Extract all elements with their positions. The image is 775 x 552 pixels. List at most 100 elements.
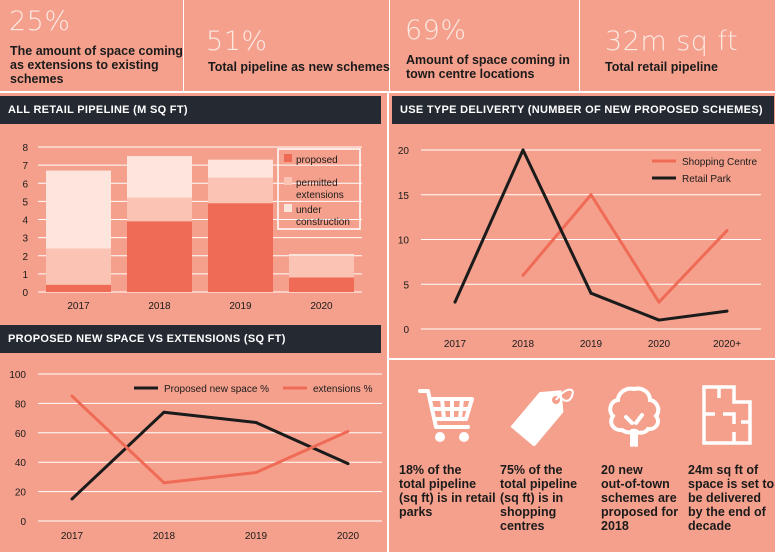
data-point [162, 481, 166, 485]
legend-label: under [296, 205, 322, 216]
decade-delivery-caption: 24m sq ft of space is set to be delivered b… [688, 463, 775, 533]
bar-proposed-2019 [208, 203, 273, 292]
y-tick-label: 1 [22, 270, 28, 281]
stat-value-new-schemes: 51% [206, 26, 268, 57]
stat-divider-2 [389, 0, 390, 91]
legend-label: Proposed new space % [164, 384, 269, 395]
y-tick-label: 5 [403, 280, 409, 291]
column-divider [387, 93, 389, 552]
y-tick-label: 20 [398, 146, 410, 157]
out-of-town-caption: 20 new out-of-town schemes are proposed for… [601, 463, 679, 533]
price-tag-icon [510, 388, 574, 446]
data-point [346, 429, 350, 433]
proposed-chart-title: PROPOSED NEW SPACE VS EXTENSIONS (SQ FT) [0, 325, 381, 353]
stat-value-extensions: 25% [9, 6, 71, 37]
bar-under-construction-2019 [208, 159, 273, 178]
bar-permitted-extensions-2018 [127, 197, 192, 222]
header-divider [0, 91, 775, 93]
data-point [521, 148, 525, 152]
data-point [453, 300, 457, 304]
y-tick-label: 0 [403, 325, 409, 336]
bar-proposed-2018 [127, 221, 192, 292]
floor-plan-icon [702, 385, 752, 445]
x-tick-label: 2019 [229, 301, 252, 312]
data-point [521, 273, 525, 277]
y-tick-label: 7 [22, 161, 28, 172]
data-point [346, 462, 350, 466]
legend-label: Shopping Centre [682, 157, 757, 168]
legend-label: construction [296, 217, 350, 228]
legend-label: Retail Park [682, 174, 732, 185]
legend-box [277, 148, 361, 230]
x-tick-label: 2020 [648, 339, 671, 350]
y-tick-label: 8 [22, 143, 28, 154]
bar-permitted-extensions-2020 [289, 255, 354, 278]
x-tick-label: 2017 [67, 301, 90, 312]
x-tick-label: 2020+ [713, 339, 741, 350]
retail-parks-caption: 18% of the total pipeline (sq ft) is in re… [399, 463, 496, 519]
x-tick-label: 2020 [310, 301, 333, 312]
shopping-centres-caption: 75% of the total pipeline (sq ft) is in sho… [500, 463, 578, 533]
y-tick-label: 0 [22, 288, 28, 299]
x-tick-label: 2017 [444, 339, 467, 350]
data-point [70, 394, 74, 398]
y-tick-label: 10 [398, 236, 410, 247]
stat-divider-3 [579, 0, 580, 91]
y-tick-label: 3 [22, 234, 28, 245]
legend-label: extensions [296, 190, 344, 201]
legend-swatch [284, 177, 292, 185]
pipeline-chart-title: ALL RETAIL PIPELINE (M SQ FT) [0, 96, 381, 124]
tree-icon [608, 386, 661, 447]
bar-under-construction-2020 [289, 253, 354, 256]
use-type-line-chart: 0 5 10 15 20 2017 2018 2019 2020 2020+ Shopping … [398, 146, 761, 350]
shopping-cart-icon [418, 389, 474, 442]
x-tick-label: 2017 [61, 531, 84, 542]
proposed-vs-extensions-chart: 0 20 40 60 80 100 2017 2018 2019 2020 Proposed n… [9, 370, 382, 542]
series-line-shopping-centre [521, 193, 729, 304]
y-tick-label: 15 [398, 191, 410, 202]
bar-permitted-extensions-2019 [208, 177, 273, 204]
data-point [70, 497, 74, 501]
x-tick-label: 2018 [153, 531, 176, 542]
stat-label-new-schemes: Total pipeline as new schemes [208, 60, 390, 74]
data-point [254, 470, 258, 474]
y-tick-label: 4 [22, 216, 28, 227]
legend-label: proposed [296, 155, 338, 166]
bar-permitted-extensions-2017 [46, 248, 111, 285]
x-tick-label: 2018 [148, 301, 171, 312]
data-point [725, 229, 729, 233]
y-tick-label: 100 [9, 370, 26, 381]
stat-value-town-centre: 69% [405, 15, 467, 46]
y-tick-label: 60 [15, 429, 27, 440]
x-tick-label: 2019 [580, 339, 603, 350]
x-tick-label: 2019 [245, 531, 268, 542]
data-point [657, 300, 661, 304]
right-panel-divider [389, 358, 775, 360]
data-point [162, 410, 166, 414]
bar-proposed-2020 [289, 277, 354, 292]
use-type-chart-title: USE TYPE DELIVERTY (NUMBER OF NEW PROPOS… [392, 96, 774, 124]
stat-label-total-pipeline: Total retail pipeline [605, 60, 718, 74]
y-tick-label: 20 [15, 488, 27, 499]
stat-divider-1 [183, 0, 184, 91]
data-point [657, 318, 661, 322]
series-line-proposed-new-space- [70, 410, 349, 501]
legend-swatch [284, 204, 292, 212]
y-tick-label: 6 [22, 179, 28, 190]
series-line-extensions- [70, 394, 349, 485]
y-tick-label: 2 [22, 252, 28, 263]
data-point [254, 421, 258, 425]
pipeline-bar-chart: 0 1 2 3 4 5 6 7 8 2017 2018 2019 2020 proposed permi… [22, 143, 362, 312]
y-tick-label: 40 [15, 458, 27, 469]
data-point [589, 193, 593, 197]
y-tick-label: 0 [20, 517, 26, 528]
x-tick-label: 2018 [512, 339, 535, 350]
data-point [589, 291, 593, 295]
bar-proposed-2017 [46, 284, 111, 292]
x-tick-label: 2020 [337, 531, 360, 542]
y-tick-label: 5 [22, 197, 28, 208]
legend-label: permitted [296, 178, 338, 189]
stat-value-total-pipeline: 32m sq ft [605, 26, 739, 57]
legend-label: extensions % [313, 384, 373, 395]
stat-label-town-centre: Amount of space coming in town centre loc… [406, 53, 570, 81]
